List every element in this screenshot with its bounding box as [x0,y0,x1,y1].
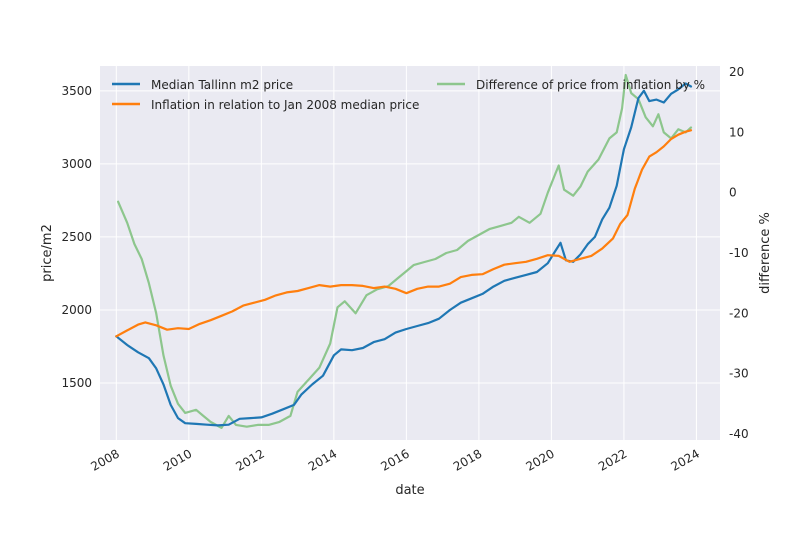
x-axis-ticks: 2008 2010 2012 2014 2016 2018 2020 2022 2024 [88,446,702,473]
grid-lines [100,66,720,440]
x-axis-label: date [395,483,424,498]
legend-label-difference: Difference of price from inflation by % [476,78,705,92]
x-tick-label: 2010 [161,446,194,473]
left-y-tick-label: 2500 [61,230,92,244]
x-tick-label: 2022 [596,446,629,473]
right-y-tick-label: -20 [729,306,749,320]
right-y-axis-label: difference % [758,212,773,294]
legend: Median Tallinn m2 price Inflation in rel… [112,78,705,112]
left-y-tick-label: 1500 [61,376,92,390]
left-y-tick-label: 3000 [61,157,92,171]
difference-line [117,73,693,429]
x-tick-label: 2008 [88,446,121,473]
right-y-tick-label: 0 [729,186,737,200]
right-y-tick-label: 20 [729,65,744,79]
x-tick-label: 2018 [451,446,484,473]
x-tick-label: 2024 [668,446,701,473]
series-lines [115,73,693,429]
left-y-tick-label: 3500 [61,84,92,98]
left-y-tick-label: 2000 [61,303,92,317]
median-price-line [115,82,693,427]
right-y-tick-label: 10 [729,125,744,139]
x-tick-label: 2016 [378,446,411,473]
right-y-tick-label: -10 [729,246,749,260]
inflation-line [115,129,693,338]
legend-label-inflation: Inflation in relation to Jan 2008 median… [151,98,419,112]
right-y-tick-label: -40 [729,427,749,441]
legend-label-median-price: Median Tallinn m2 price [151,78,293,92]
left-y-axis-ticks: 1500 2000 2500 3000 3500 [61,84,92,390]
left-y-axis-label: price/m2 [40,224,55,282]
x-tick-label: 2012 [233,446,266,473]
x-tick-label: 2014 [306,446,339,473]
right-y-tick-label: -30 [729,367,749,381]
right-y-axis-ticks: -40 -30 -20 -10 0 10 20 [729,65,749,441]
x-tick-label: 2020 [523,446,556,473]
plot-area [100,66,720,440]
